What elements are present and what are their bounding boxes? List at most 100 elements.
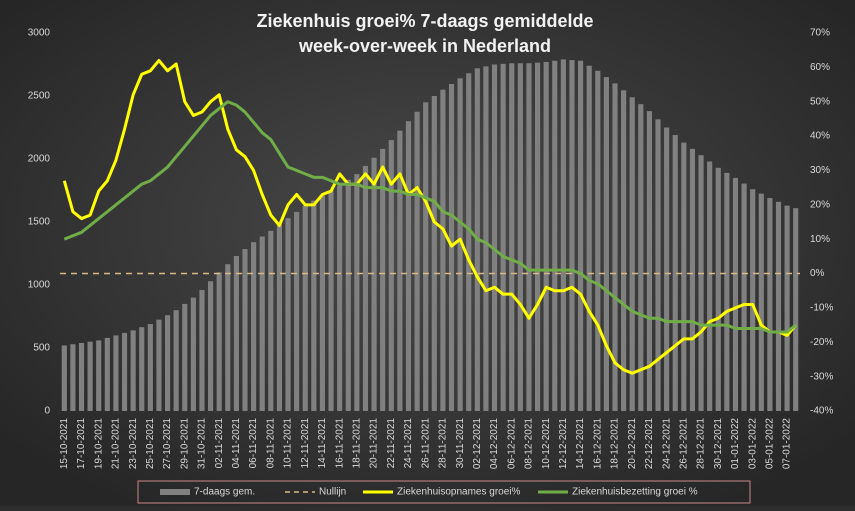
- bar: [311, 200, 317, 411]
- bar: [543, 61, 549, 411]
- bar: [724, 172, 730, 411]
- x-tick-label: 03-01-2022: [747, 418, 758, 470]
- bar: [534, 62, 541, 412]
- legend-label: Ziekenhuisopnames groei%: [397, 487, 521, 498]
- bar: [560, 59, 566, 412]
- x-tick-label: 12-12-2021: [558, 418, 569, 470]
- x-tick-label: 06-12-2021: [506, 418, 517, 470]
- bar: [500, 63, 506, 412]
- legend-swatch: [160, 489, 190, 495]
- bar: [526, 63, 532, 412]
- bar: [362, 165, 369, 411]
- bar: [121, 332, 128, 411]
- x-tick-label: 04-11-2021: [231, 418, 242, 469]
- x-tick-label: 25-10-2021: [145, 418, 156, 470]
- bar: [225, 264, 231, 411]
- bar: [775, 201, 782, 411]
- bar: [302, 205, 308, 411]
- x-tick-label: 05-01-2022: [765, 418, 776, 470]
- x-tick-label: 27-10-2021: [162, 418, 173, 470]
- bar: [397, 130, 403, 411]
- bar: [509, 63, 515, 412]
- x-tick-label: 29-10-2021: [179, 418, 190, 470]
- y2-tick-label: 40%: [810, 131, 830, 142]
- chart-title: week-over-week in Nederland: [298, 36, 551, 56]
- x-tick-label: 12-11-2021: [300, 418, 311, 469]
- bar: [216, 272, 222, 411]
- bar: [715, 167, 721, 411]
- x-tick-label: 10-12-2021: [541, 418, 552, 470]
- x-tick-label: 28-11-2021: [438, 418, 449, 469]
- bar: [707, 161, 713, 411]
- bar: [457, 78, 463, 412]
- bar: [328, 190, 334, 411]
- x-tick-label: 18-11-2021: [352, 418, 363, 469]
- bar: [621, 90, 627, 411]
- bar: [431, 96, 437, 411]
- bar: [466, 73, 472, 411]
- bar: [552, 60, 558, 411]
- x-tick-label: 15-10-2021: [59, 418, 70, 470]
- bar: [337, 185, 343, 411]
- bar: [78, 342, 85, 411]
- bar: [164, 315, 171, 411]
- bar: [595, 70, 601, 412]
- bar: [405, 121, 412, 411]
- bar: [268, 230, 274, 411]
- bar: [784, 205, 790, 411]
- bar: [147, 324, 153, 411]
- bar: [578, 60, 584, 411]
- x-tick-label: 24-12-2021: [661, 418, 672, 470]
- x-tick-label: 14-12-2021: [575, 418, 586, 470]
- y2-tick-label: -40%: [810, 406, 833, 417]
- x-tick-label: 26-11-2021: [420, 418, 431, 469]
- x-tick-label: 20-11-2021: [369, 418, 380, 469]
- y2-tick-label: 20%: [810, 199, 830, 210]
- y-tick-label: 2000: [28, 154, 51, 165]
- y2-tick-label: 60%: [810, 62, 830, 73]
- bar: [208, 281, 214, 411]
- bar: [414, 111, 420, 411]
- bar: [285, 218, 291, 411]
- bar: [233, 256, 239, 411]
- bar: [750, 189, 756, 411]
- x-tick-label: 01-01-2022: [730, 418, 741, 470]
- bar: [319, 195, 326, 411]
- bar: [423, 102, 429, 412]
- bar: [251, 242, 257, 411]
- x-tick-label: 10-11-2021: [283, 418, 294, 469]
- legend-label: 7-daags gem.: [194, 487, 255, 498]
- y-tick-label: 1500: [28, 217, 51, 228]
- bar: [491, 64, 498, 411]
- bar: [388, 140, 394, 411]
- x-tick-label: 16-12-2021: [592, 418, 603, 470]
- y2-tick-label: 50%: [810, 96, 830, 107]
- x-tick-label: 30-11-2021: [455, 418, 466, 469]
- bar: [294, 211, 300, 411]
- bar: [612, 83, 618, 412]
- bar: [139, 327, 145, 411]
- bar: [371, 157, 377, 411]
- x-tick-label: 19-10-2021: [93, 418, 104, 470]
- bar: [173, 310, 179, 411]
- bar: [741, 183, 747, 411]
- bar: [345, 179, 351, 411]
- bar: [664, 127, 670, 411]
- x-tick-label: 22-11-2021: [386, 418, 397, 469]
- line: [62, 58, 797, 375]
- y2-tick-label: -20%: [810, 337, 833, 348]
- x-tick-label: 23-10-2021: [128, 418, 139, 470]
- bar: [380, 148, 386, 412]
- bar: [793, 208, 799, 411]
- x-tick-label: 02-11-2021: [214, 418, 225, 469]
- bar: [276, 224, 282, 411]
- x-tick-label: 26-12-2021: [678, 418, 689, 470]
- y-tick-label: 2500: [28, 91, 51, 102]
- x-tick-label: 14-11-2021: [317, 418, 328, 469]
- y2-tick-label: -30%: [810, 371, 833, 382]
- bar: [672, 135, 678, 411]
- y2-tick-label: 30%: [810, 165, 830, 176]
- y-tick-label: 500: [33, 343, 50, 354]
- legend-box: [137, 480, 751, 504]
